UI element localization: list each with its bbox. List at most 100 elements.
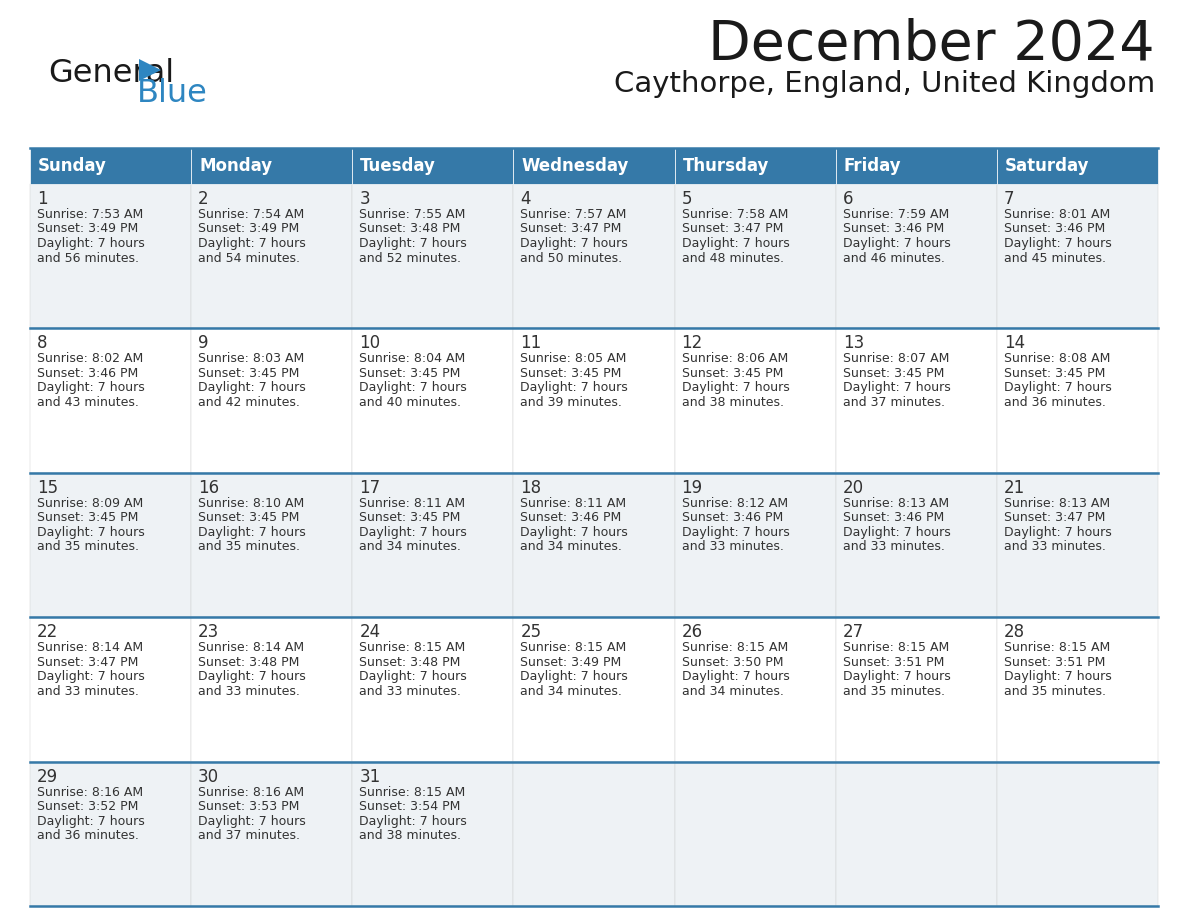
Text: Daylight: 7 hours: Daylight: 7 hours [682, 526, 789, 539]
Text: Sunset: 3:45 PM: Sunset: 3:45 PM [682, 367, 783, 380]
Text: Sunrise: 8:06 AM: Sunrise: 8:06 AM [682, 353, 788, 365]
Bar [675, 473, 835, 617]
Text: and 50 minutes.: and 50 minutes. [520, 252, 623, 264]
Text: 28: 28 [1004, 623, 1025, 641]
Text: Sunset: 3:45 PM: Sunset: 3:45 PM [198, 511, 299, 524]
Text: Sunset: 3:45 PM: Sunset: 3:45 PM [359, 367, 461, 380]
Text: Sunset: 3:47 PM: Sunset: 3:47 PM [520, 222, 621, 236]
Text: 13: 13 [842, 334, 864, 353]
Text: Sunset: 3:54 PM: Sunset: 3:54 PM [359, 800, 461, 813]
Text: Sunrise: 7:55 AM: Sunrise: 7:55 AM [359, 208, 466, 221]
Text: 7: 7 [1004, 190, 1015, 208]
Bar [675, 184, 835, 329]
Text: Daylight: 7 hours: Daylight: 7 hours [37, 814, 145, 828]
Text: Daylight: 7 hours: Daylight: 7 hours [842, 526, 950, 539]
Bar [675, 329, 835, 473]
Text: 23: 23 [198, 623, 220, 641]
Text: and 37 minutes.: and 37 minutes. [198, 829, 301, 842]
Text: Sunset: 3:48 PM: Sunset: 3:48 PM [359, 655, 461, 668]
Text: 10: 10 [359, 334, 380, 353]
Text: 12: 12 [682, 334, 703, 353]
Text: and 33 minutes.: and 33 minutes. [682, 541, 783, 554]
Text: Sunset: 3:48 PM: Sunset: 3:48 PM [359, 222, 461, 236]
Bar [513, 329, 675, 473]
Text: Sunrise: 7:58 AM: Sunrise: 7:58 AM [682, 208, 788, 221]
Text: and 43 minutes.: and 43 minutes. [37, 396, 139, 409]
Text: Daylight: 7 hours: Daylight: 7 hours [520, 237, 628, 250]
Text: 31: 31 [359, 767, 380, 786]
Text: Sunrise: 7:53 AM: Sunrise: 7:53 AM [37, 208, 144, 221]
Text: Sunset: 3:46 PM: Sunset: 3:46 PM [682, 511, 783, 524]
Text: General: General [48, 58, 175, 89]
Text: Sunrise: 8:10 AM: Sunrise: 8:10 AM [198, 497, 304, 509]
Bar [353, 617, 513, 762]
Text: and 33 minutes.: and 33 minutes. [1004, 541, 1106, 554]
Text: Sunrise: 8:12 AM: Sunrise: 8:12 AM [682, 497, 788, 509]
Text: and 56 minutes.: and 56 minutes. [37, 252, 139, 264]
Bar [675, 762, 835, 906]
Text: Daylight: 7 hours: Daylight: 7 hours [198, 381, 305, 395]
Text: Daylight: 7 hours: Daylight: 7 hours [198, 670, 305, 683]
Bar [835, 762, 997, 906]
Text: Sunrise: 8:15 AM: Sunrise: 8:15 AM [359, 641, 466, 655]
Bar [513, 184, 675, 329]
Text: and 34 minutes.: and 34 minutes. [682, 685, 783, 698]
Text: 6: 6 [842, 190, 853, 208]
Text: and 39 minutes.: and 39 minutes. [520, 396, 623, 409]
Bar [835, 148, 997, 184]
Text: and 38 minutes.: and 38 minutes. [682, 396, 784, 409]
Bar [675, 617, 835, 762]
Text: Daylight: 7 hours: Daylight: 7 hours [1004, 237, 1112, 250]
Text: 30: 30 [198, 767, 220, 786]
Text: December 2024: December 2024 [708, 18, 1155, 72]
Text: and 48 minutes.: and 48 minutes. [682, 252, 784, 264]
Bar [513, 617, 675, 762]
Text: and 34 minutes.: and 34 minutes. [520, 685, 623, 698]
Bar [835, 473, 997, 617]
Text: Sunset: 3:45 PM: Sunset: 3:45 PM [1004, 367, 1105, 380]
Text: 2: 2 [198, 190, 209, 208]
Text: Sunset: 3:47 PM: Sunset: 3:47 PM [1004, 511, 1105, 524]
Text: Sunrise: 7:54 AM: Sunrise: 7:54 AM [198, 208, 304, 221]
Text: 29: 29 [37, 767, 58, 786]
Text: Sunset: 3:46 PM: Sunset: 3:46 PM [842, 222, 944, 236]
Text: Sunrise: 8:05 AM: Sunrise: 8:05 AM [520, 353, 627, 365]
Text: Sunset: 3:47 PM: Sunset: 3:47 PM [37, 655, 138, 668]
Text: Sunset: 3:51 PM: Sunset: 3:51 PM [1004, 655, 1105, 668]
Text: and 34 minutes.: and 34 minutes. [359, 541, 461, 554]
Bar [353, 148, 513, 184]
Bar [997, 148, 1158, 184]
Text: Sunset: 3:48 PM: Sunset: 3:48 PM [198, 655, 299, 668]
Text: Daylight: 7 hours: Daylight: 7 hours [682, 381, 789, 395]
Text: 18: 18 [520, 479, 542, 497]
Text: Daylight: 7 hours: Daylight: 7 hours [842, 237, 950, 250]
Text: 20: 20 [842, 479, 864, 497]
Text: Sunrise: 8:02 AM: Sunrise: 8:02 AM [37, 353, 144, 365]
Text: Sunrise: 8:04 AM: Sunrise: 8:04 AM [359, 353, 466, 365]
Text: and 34 minutes.: and 34 minutes. [520, 541, 623, 554]
Text: Sunrise: 8:11 AM: Sunrise: 8:11 AM [359, 497, 466, 509]
Text: Sunrise: 8:13 AM: Sunrise: 8:13 AM [1004, 497, 1110, 509]
Text: 21: 21 [1004, 479, 1025, 497]
Text: Sunset: 3:51 PM: Sunset: 3:51 PM [842, 655, 944, 668]
Text: Sunset: 3:45 PM: Sunset: 3:45 PM [198, 367, 299, 380]
Text: Daylight: 7 hours: Daylight: 7 hours [1004, 381, 1112, 395]
Text: Sunset: 3:47 PM: Sunset: 3:47 PM [682, 222, 783, 236]
Bar [30, 473, 191, 617]
Text: Daylight: 7 hours: Daylight: 7 hours [520, 670, 628, 683]
Text: and 35 minutes.: and 35 minutes. [37, 541, 139, 554]
Text: 5: 5 [682, 190, 693, 208]
Bar [191, 617, 353, 762]
Text: Friday: Friday [843, 157, 902, 175]
Text: 17: 17 [359, 479, 380, 497]
Text: Daylight: 7 hours: Daylight: 7 hours [359, 670, 467, 683]
Bar [30, 148, 191, 184]
Bar [30, 762, 191, 906]
Text: Sunset: 3:45 PM: Sunset: 3:45 PM [842, 367, 944, 380]
Bar [353, 184, 513, 329]
Text: Monday: Monday [200, 157, 272, 175]
Text: Sunrise: 8:08 AM: Sunrise: 8:08 AM [1004, 353, 1111, 365]
Text: and 42 minutes.: and 42 minutes. [198, 396, 301, 409]
Text: Daylight: 7 hours: Daylight: 7 hours [359, 381, 467, 395]
Polygon shape [139, 59, 162, 81]
